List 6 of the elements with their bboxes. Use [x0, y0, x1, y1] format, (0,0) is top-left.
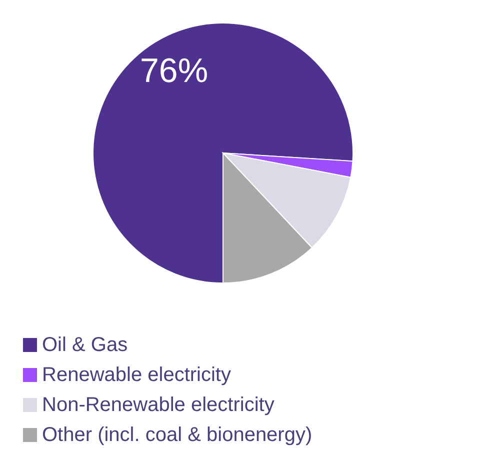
legend-label: Renewable electricity: [42, 363, 231, 388]
legend-label: Non-Renewable electricity: [42, 393, 274, 418]
data-label: 76%: [140, 52, 208, 90]
pie-slice: [92, 22, 354, 284]
legend-label: Oil & Gas: [42, 333, 128, 358]
legend-label: Other (incl. coal & bionenergy): [42, 423, 312, 448]
